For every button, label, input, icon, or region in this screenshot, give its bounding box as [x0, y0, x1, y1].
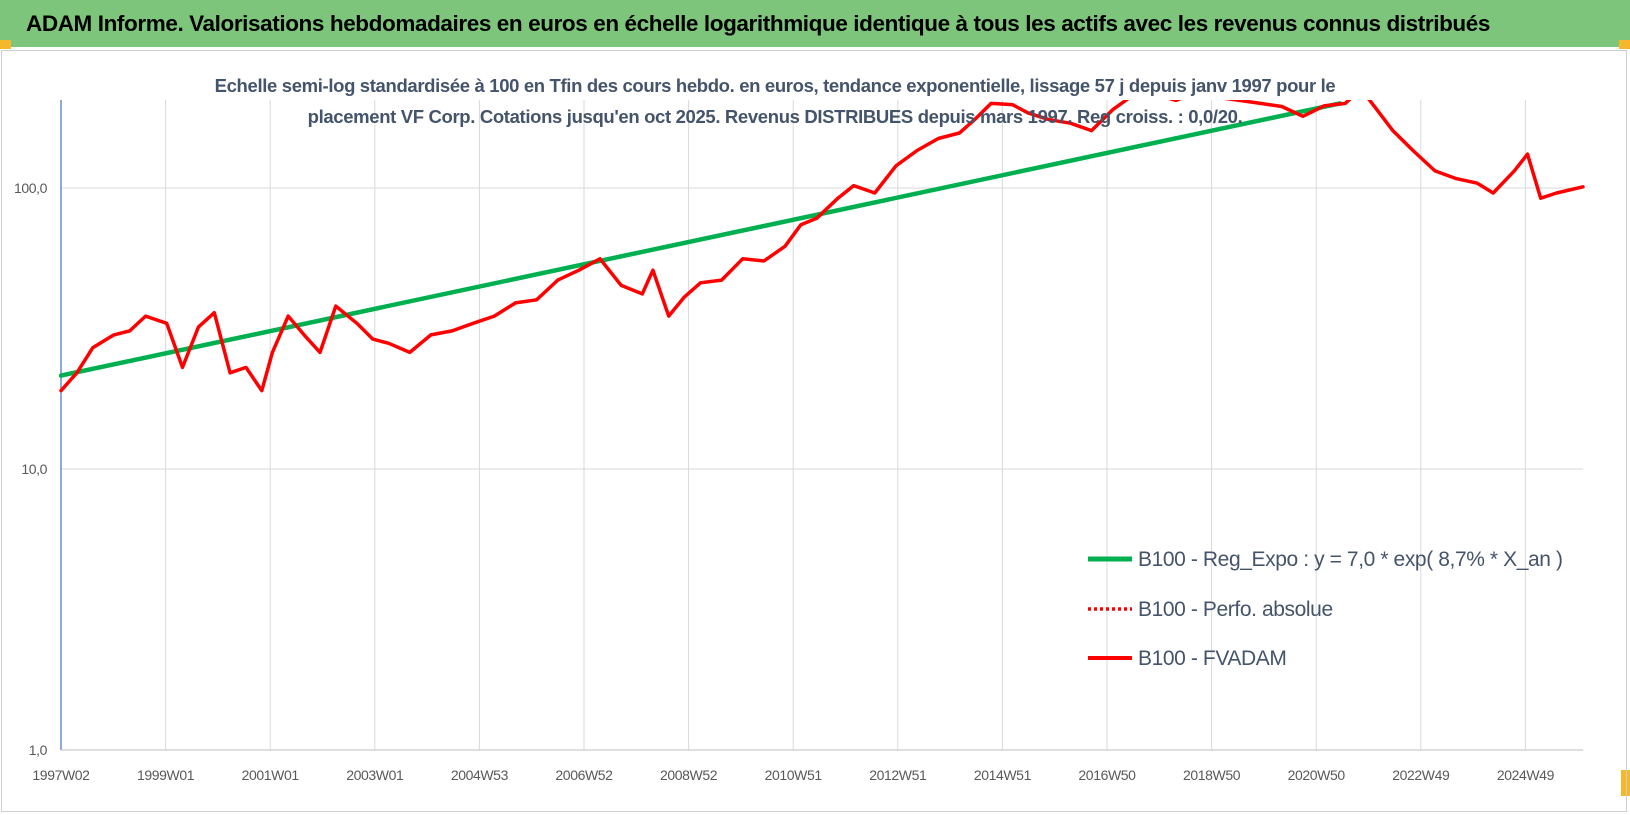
x-tick-label: 2006W52	[555, 767, 613, 783]
x-tick-label: 1997W02	[32, 767, 90, 783]
corner-marker-bottom	[1621, 770, 1630, 796]
series-line-solid-red	[59, 100, 1585, 393]
x-tick-label: 2003W01	[346, 767, 404, 783]
chart-frame	[1, 50, 1627, 812]
x-tick-label: 2014W51	[974, 767, 1032, 783]
chart-title-line-2: placement VF Corp. Cotations jusqu'en oc…	[307, 106, 1243, 127]
y-tick-label: 100,0	[14, 180, 48, 196]
x-tick-label: 2022W49	[1392, 767, 1450, 783]
x-tick-label: 2020W50	[1288, 767, 1346, 783]
chart-title-line-1: Echelle semi-log standardisée à 100 en T…	[214, 75, 1336, 96]
banner-title: ADAM Informe. Valorisations hebdomadaire…	[26, 10, 1490, 36]
series-line-solid-green	[59, 101, 1343, 378]
y-tick-label: 1,0	[29, 742, 48, 758]
x-tick-label: 2018W50	[1183, 767, 1241, 783]
x-tick-label: 2010W51	[765, 767, 823, 783]
legend-entry: B100 - FVADAM	[1138, 647, 1286, 670]
corner-marker-right	[1619, 40, 1630, 49]
x-tick-label: 2024W49	[1497, 767, 1555, 783]
legend-entry: B100 - Reg_Expo : y = 7,0 * exp( 8,7% * …	[1138, 548, 1563, 571]
header-banner: ADAM Informe. Valorisations hebdomadaire…	[0, 0, 1630, 47]
series-group	[59, 100, 1585, 393]
x-tick-label: 2012W51	[869, 767, 927, 783]
x-tick-label: 2004W53	[451, 767, 509, 783]
x-tick-label: 2008W52	[660, 767, 718, 783]
legend-entry: B100 - Perfo. absolue	[1138, 598, 1333, 621]
corner-marker-left	[0, 40, 11, 49]
chart-title: Echelle semi-log standardisée à 100 en T…	[190, 70, 1360, 132]
x-tick-label: 1999W01	[137, 767, 195, 783]
x-tick-label: 2016W50	[1078, 767, 1136, 783]
y-tick-label: 10,0	[21, 461, 47, 477]
x-tick-label: 2001W01	[242, 767, 300, 783]
